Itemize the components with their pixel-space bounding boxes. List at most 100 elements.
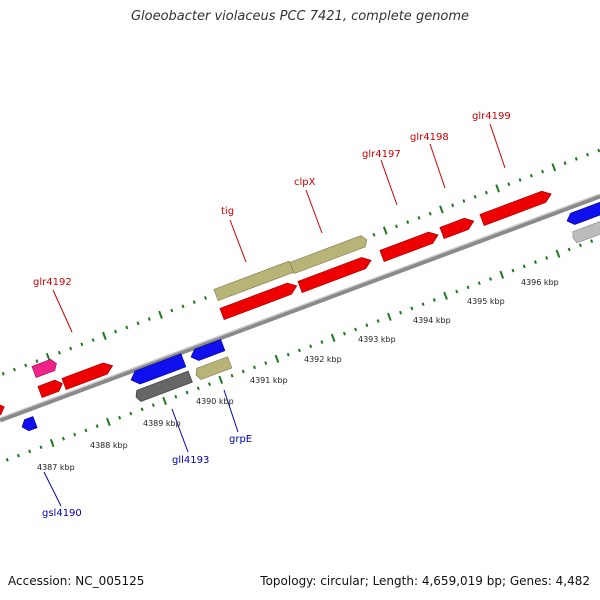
leader-glr4198 xyxy=(429,143,446,189)
gene-magenta[interactable] xyxy=(31,358,59,379)
minor-tick xyxy=(406,220,410,224)
kbp-label: 4392 kbp xyxy=(304,355,342,364)
minor-tick xyxy=(529,173,533,178)
minor-tick xyxy=(533,260,537,264)
gene-red-under-clpX-shape[interactable] xyxy=(297,255,373,294)
minor-tick xyxy=(522,264,526,269)
minor-tick xyxy=(24,363,28,368)
genes-value: 4,482 xyxy=(555,574,590,588)
gene-glr4199[interactable] xyxy=(479,188,553,227)
minor-tick xyxy=(118,415,122,420)
minor-tick xyxy=(230,373,234,378)
gene-blue-rev-b[interactable] xyxy=(189,339,226,362)
minor-tick xyxy=(185,390,189,395)
gene-gll4193-shape[interactable] xyxy=(134,370,193,403)
gene-glr4198-shape[interactable] xyxy=(439,215,476,240)
minor-tick xyxy=(417,216,421,220)
leader-clpX xyxy=(305,189,323,234)
gene-red-under-tig-shape[interactable] xyxy=(219,280,299,321)
minor-tick xyxy=(399,310,403,315)
minor-tick xyxy=(125,325,129,330)
kbp-label: 4394 kbp xyxy=(413,316,451,325)
minor-tick xyxy=(192,300,196,305)
gene-label-gsl4190[interactable]: gsl4190 xyxy=(42,508,82,519)
gene-glr4192-shape[interactable] xyxy=(61,360,115,391)
gene-label-gll4193[interactable]: gll4193 xyxy=(172,455,209,466)
minor-tick xyxy=(170,308,174,313)
major-tick xyxy=(495,184,500,193)
gene-label-glr4197[interactable]: glr4197 xyxy=(362,149,401,160)
minor-tick xyxy=(35,359,39,363)
gene-glr4198[interactable] xyxy=(439,215,476,240)
length-value: 4,659,019 bp; xyxy=(421,574,507,588)
minor-tick xyxy=(365,323,369,328)
gene-red-left-edge-shape[interactable] xyxy=(0,401,6,423)
gene-gsl4190-shape[interactable] xyxy=(20,416,38,432)
minor-tick xyxy=(95,424,99,428)
gene-label-glr4192[interactable]: glr4192 xyxy=(33,277,72,288)
gene-red-left-edge[interactable] xyxy=(0,401,6,423)
minor-tick xyxy=(394,224,398,229)
gene-magenta-shape[interactable] xyxy=(31,358,59,379)
minor-tick xyxy=(151,403,155,407)
gene-glr4197-shape[interactable] xyxy=(379,229,440,263)
gene-lightgray-rev-right-shape[interactable] xyxy=(571,217,600,244)
minor-tick xyxy=(174,394,178,399)
minor-tick xyxy=(73,432,77,437)
gene-blue-rev-right-shape[interactable] xyxy=(565,199,600,227)
length-label: Length: xyxy=(372,574,419,588)
gene-small-red-a-shape[interactable] xyxy=(37,378,65,399)
gene-clpX-shape[interactable] xyxy=(289,234,369,275)
gene-blue-rev-a-shape[interactable] xyxy=(129,353,187,387)
major-tick xyxy=(382,226,388,235)
leader-gll4193 xyxy=(171,408,189,453)
gene-small-red-a[interactable] xyxy=(37,378,65,399)
minor-tick xyxy=(376,319,380,323)
gene-lightgray-rev-right[interactable] xyxy=(571,217,600,244)
minor-tick xyxy=(428,211,432,216)
gene-blue-rev-b-shape[interactable] xyxy=(189,339,226,362)
minor-tick xyxy=(410,306,414,311)
major-tick xyxy=(158,310,163,319)
kbp-label: 4393 kbp xyxy=(358,335,396,344)
minor-tick xyxy=(473,194,477,199)
gene-label-grpE[interactable]: grpE xyxy=(229,434,252,445)
leader-grpE xyxy=(223,389,239,433)
leader-glr4197 xyxy=(380,159,398,206)
accession-text: Accession: NC_005125 xyxy=(8,574,144,588)
gene-blue-rev-a[interactable] xyxy=(129,353,187,387)
gene-red-under-tig[interactable] xyxy=(219,280,299,321)
gene-red-under-clpX[interactable] xyxy=(297,255,373,294)
gene-label-glr4199[interactable]: glr4199 xyxy=(472,111,511,122)
gene-grpE[interactable] xyxy=(194,356,233,381)
gene-label-clpX[interactable]: clpX xyxy=(294,177,316,188)
gene-blue-rev-right[interactable] xyxy=(565,199,600,227)
gene-gsl4190[interactable] xyxy=(20,416,38,432)
gene-glr4199-shape[interactable] xyxy=(479,188,553,227)
minor-tick xyxy=(507,182,511,187)
kbp-label: 4390 kbp xyxy=(196,397,234,406)
minor-tick xyxy=(297,348,301,353)
gene-label-tig[interactable]: tig xyxy=(221,206,234,217)
gene-label-glr4198[interactable]: glr4198 xyxy=(410,132,449,143)
genes-label: Genes: xyxy=(509,574,552,588)
leader-glr4192 xyxy=(52,289,73,333)
minor-tick xyxy=(354,327,358,332)
gene-gll4193[interactable] xyxy=(134,370,193,403)
minor-tick xyxy=(80,342,84,347)
gene-glr4197[interactable] xyxy=(379,229,440,263)
major-tick xyxy=(551,163,557,172)
minor-tick xyxy=(477,281,481,286)
minor-tick xyxy=(545,256,549,260)
kbp-label: 4396 kbp xyxy=(521,278,559,287)
gene-glr4192[interactable] xyxy=(61,360,115,391)
accession-value: NC_005125 xyxy=(75,574,145,588)
major-tick xyxy=(387,312,392,321)
minor-tick xyxy=(12,367,16,372)
gene-grpE-shape[interactable] xyxy=(194,356,233,381)
minor-tick xyxy=(253,365,256,370)
gene-clpX[interactable] xyxy=(289,234,369,275)
topology-text: Topology: circular; Length: 4,659,019 bp… xyxy=(260,574,590,588)
minor-tick xyxy=(203,296,207,300)
